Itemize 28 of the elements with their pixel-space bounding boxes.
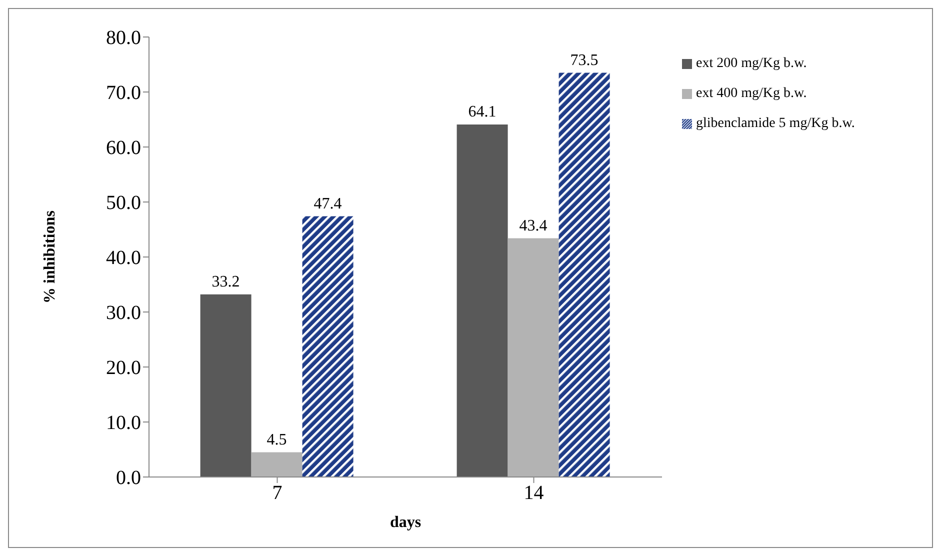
data-label: 33.2 [212, 273, 240, 290]
data-label: 73.5 [570, 52, 598, 69]
legend-label: glibenclamide 5 mg/Kg b.w. [696, 116, 855, 131]
bar [200, 294, 252, 477]
y-tick-label: 10.0 [106, 412, 141, 434]
bar [456, 124, 508, 477]
bar [302, 216, 354, 477]
data-label: 4.5 [266, 431, 287, 448]
bar [508, 238, 559, 477]
bar [251, 452, 302, 477]
y-tick-label: 60.0 [106, 137, 141, 160]
y-tick-label: 40.0 [106, 247, 141, 270]
y-axis-title: % inhibitions [42, 210, 59, 304]
bar [558, 72, 610, 477]
y-tick-label: 0.0 [116, 467, 141, 490]
y-tick-label: 70.0 [106, 82, 141, 104]
y-tick-label: 20.0 [106, 357, 141, 380]
y-tick-label: 80.0 [106, 27, 141, 50]
data-label: 47.4 [314, 195, 342, 212]
x-tick-label: 14 [524, 482, 544, 504]
legend-label: ext 200 mg/Kg b.w. [696, 56, 807, 71]
x-axis-title: days [390, 514, 422, 531]
legend-label: ext 400 mg/Kg b.w. [696, 86, 807, 101]
x-tick-label: 7 [272, 482, 282, 504]
data-label: 43.4 [519, 217, 548, 234]
y-tick-label: 50.0 [106, 192, 141, 214]
data-label: 64.1 [468, 103, 496, 120]
y-tick-label: 30.0 [106, 302, 141, 324]
